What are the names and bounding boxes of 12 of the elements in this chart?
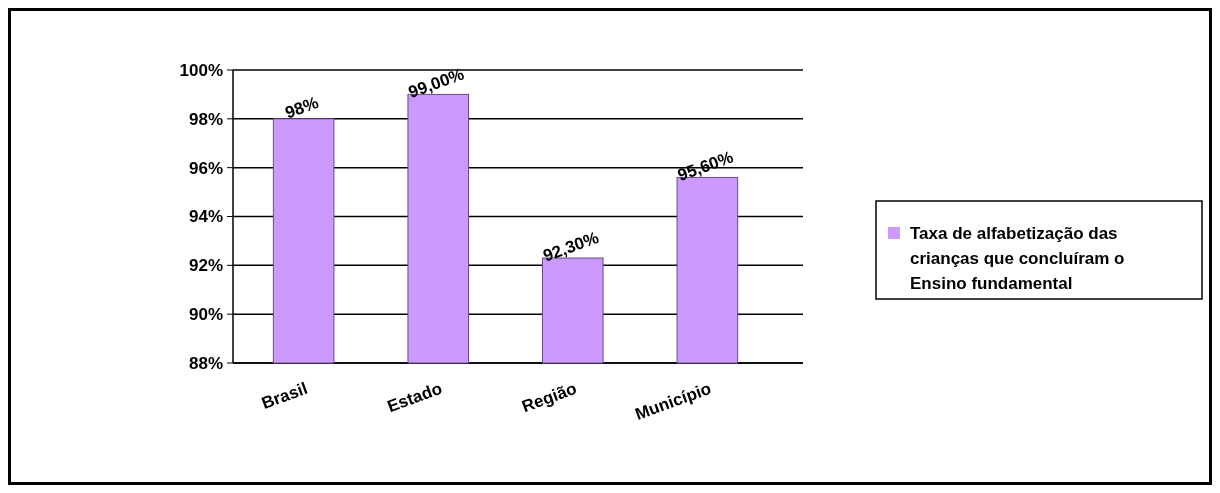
- x-tick-label: Brasil: [259, 378, 311, 413]
- y-tick-label: 88%: [188, 353, 223, 373]
- y-tick-label: 100%: [179, 60, 223, 80]
- y-tick-label: 94%: [188, 207, 223, 227]
- x-tick-label: Estado: [384, 378, 445, 417]
- y-tick-label: 92%: [188, 256, 223, 276]
- legend-label: Taxa de alfabetização das crianças que concluíram o Ensino fundamental: [910, 224, 1125, 293]
- y-tick-label: 96%: [188, 158, 223, 178]
- y-tick-label: 90%: [188, 305, 223, 325]
- y-tick-label: 98%: [188, 109, 223, 129]
- x-tick-label: Região: [519, 378, 580, 417]
- data-label: 98%: [282, 92, 322, 123]
